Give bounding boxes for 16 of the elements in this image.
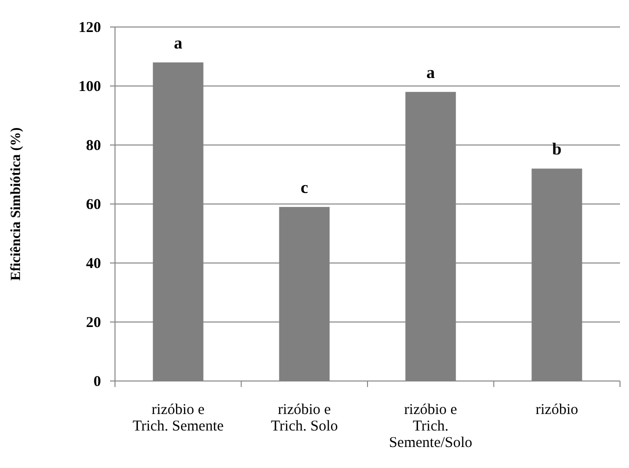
annotation: a bbox=[426, 62, 436, 82]
annotation: c bbox=[300, 178, 309, 197]
y-tick-label: 20 bbox=[86, 314, 101, 331]
annotation: b bbox=[552, 140, 562, 159]
x-tick-label: rizóbio e Trich. Semente bbox=[132, 402, 224, 434]
x-tick-label: rizóbio e Trich. Solo bbox=[270, 402, 338, 434]
y-tick-label: 120 bbox=[78, 20, 101, 36]
y-tick-label: 100 bbox=[78, 78, 101, 95]
y-tick-label: 0 bbox=[94, 374, 101, 390]
y-tick-label: 60 bbox=[86, 196, 101, 213]
y-tick-label: 80 bbox=[86, 138, 101, 154]
y-axis-title: Eficiência Simbiótica (%) bbox=[9, 127, 24, 281]
annotation: a bbox=[174, 33, 183, 52]
x-tick-label: rizóbio e Trich. Semente/Solo bbox=[388, 402, 472, 451]
x-tick-label: rizóbio bbox=[536, 402, 578, 418]
y-tick-label: 40 bbox=[86, 256, 101, 272]
